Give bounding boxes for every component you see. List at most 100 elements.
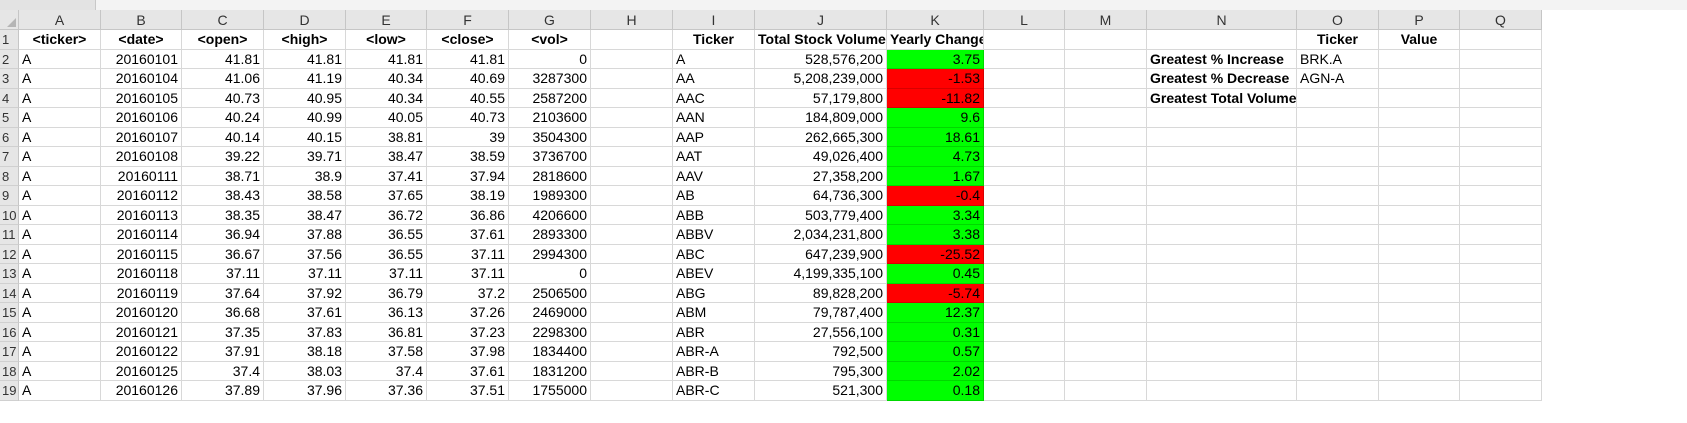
cell-o12[interactable] xyxy=(1297,244,1379,264)
cell-n19[interactable] xyxy=(1147,381,1297,401)
row-header-9[interactable]: 9 xyxy=(0,186,19,206)
cell-h17[interactable] xyxy=(591,342,673,362)
cell-d13[interactable]: 37.11 xyxy=(264,264,346,284)
cell-q13[interactable] xyxy=(1460,264,1542,284)
cell-a5[interactable]: A xyxy=(19,108,101,128)
row-header-16[interactable]: 16 xyxy=(0,322,19,342)
cell-a13[interactable]: A xyxy=(19,264,101,284)
cell-m8[interactable] xyxy=(1065,166,1147,186)
cell-m19[interactable] xyxy=(1065,381,1147,401)
column-header-h[interactable]: H xyxy=(591,10,673,30)
cell-i16[interactable]: ABR xyxy=(673,322,755,342)
cell-c1[interactable]: <open> xyxy=(182,30,264,50)
cell-d17[interactable]: 38.18 xyxy=(264,342,346,362)
cell-h5[interactable] xyxy=(591,108,673,128)
cell-q10[interactable] xyxy=(1460,205,1542,225)
cell-f10[interactable]: 36.86 xyxy=(427,205,509,225)
cell-p10[interactable] xyxy=(1379,205,1460,225)
cell-h10[interactable] xyxy=(591,205,673,225)
cell-m17[interactable] xyxy=(1065,342,1147,362)
cell-c17[interactable]: 37.91 xyxy=(182,342,264,362)
cell-q9[interactable] xyxy=(1460,186,1542,206)
cell-g8[interactable]: 2818600 xyxy=(509,166,591,186)
cell-j10[interactable]: 503,779,400 xyxy=(755,205,887,225)
cell-o15[interactable] xyxy=(1297,303,1379,323)
cell-c14[interactable]: 37.64 xyxy=(182,283,264,303)
cell-j5[interactable]: 184,809,000 xyxy=(755,108,887,128)
cell-d11[interactable]: 37.88 xyxy=(264,225,346,245)
cell-i8[interactable]: AAV xyxy=(673,166,755,186)
cell-l19[interactable] xyxy=(984,381,1065,401)
cell-n1[interactable] xyxy=(1147,30,1297,50)
cell-p17[interactable] xyxy=(1379,342,1460,362)
cell-c6[interactable]: 40.14 xyxy=(182,127,264,147)
cell-d15[interactable]: 37.61 xyxy=(264,303,346,323)
cell-b2[interactable]: 20160101 xyxy=(101,49,182,69)
cell-a11[interactable]: A xyxy=(19,225,101,245)
cell-j14[interactable]: 89,828,200 xyxy=(755,283,887,303)
cell-q19[interactable] xyxy=(1460,381,1542,401)
cell-o19[interactable] xyxy=(1297,381,1379,401)
cell-i10[interactable]: ABB xyxy=(673,205,755,225)
cell-p12[interactable] xyxy=(1379,244,1460,264)
cell-d7[interactable]: 39.71 xyxy=(264,147,346,167)
cell-g18[interactable]: 1831200 xyxy=(509,361,591,381)
cell-e17[interactable]: 37.58 xyxy=(346,342,427,362)
cell-e14[interactable]: 36.79 xyxy=(346,283,427,303)
cell-i15[interactable]: ABM xyxy=(673,303,755,323)
cell-a3[interactable]: A xyxy=(19,69,101,89)
cell-i6[interactable]: AAP xyxy=(673,127,755,147)
cell-p5[interactable] xyxy=(1379,108,1460,128)
cell-h18[interactable] xyxy=(591,361,673,381)
cell-b14[interactable]: 20160119 xyxy=(101,283,182,303)
cell-p4[interactable] xyxy=(1379,88,1460,108)
yearly-change-15[interactable]: 12.37 xyxy=(887,303,984,323)
cell-n12[interactable] xyxy=(1147,244,1297,264)
cell-l10[interactable] xyxy=(984,205,1065,225)
cell-i11[interactable]: ABBV xyxy=(673,225,755,245)
yearly-change-9[interactable]: -0.4 xyxy=(887,186,984,206)
cell-g4[interactable]: 2587200 xyxy=(509,88,591,108)
yearly-change-16[interactable]: 0.31 xyxy=(887,322,984,342)
cell-a10[interactable]: A xyxy=(19,205,101,225)
cell-d1[interactable]: <high> xyxy=(264,30,346,50)
column-header-c[interactable]: C xyxy=(182,10,264,30)
cell-g13[interactable]: 0 xyxy=(509,264,591,284)
cell-f18[interactable]: 37.61 xyxy=(427,361,509,381)
cell-b18[interactable]: 20160125 xyxy=(101,361,182,381)
cell-g11[interactable]: 2893300 xyxy=(509,225,591,245)
cell-l4[interactable] xyxy=(984,88,1065,108)
cell-c8[interactable]: 38.71 xyxy=(182,166,264,186)
cell-b15[interactable]: 20160120 xyxy=(101,303,182,323)
cell-o16[interactable] xyxy=(1297,322,1379,342)
cell-j18[interactable]: 795,300 xyxy=(755,361,887,381)
cell-j1[interactable]: Total Stock Volume xyxy=(755,30,887,50)
cell-n15[interactable] xyxy=(1147,303,1297,323)
yearly-change-12[interactable]: -25.52 xyxy=(887,244,984,264)
cell-g6[interactable]: 3504300 xyxy=(509,127,591,147)
cell-j19[interactable]: 521,300 xyxy=(755,381,887,401)
cell-i2[interactable]: A xyxy=(673,49,755,69)
cell-b5[interactable]: 20160106 xyxy=(101,108,182,128)
cell-j6[interactable]: 262,665,300 xyxy=(755,127,887,147)
cell-g15[interactable]: 2469000 xyxy=(509,303,591,323)
cell-j12[interactable]: 647,239,900 xyxy=(755,244,887,264)
cell-d12[interactable]: 37.56 xyxy=(264,244,346,264)
cell-q16[interactable] xyxy=(1460,322,1542,342)
cell-o6[interactable] xyxy=(1297,127,1379,147)
cell-m18[interactable] xyxy=(1065,361,1147,381)
cell-i14[interactable]: ABG xyxy=(673,283,755,303)
cell-f8[interactable]: 37.94 xyxy=(427,166,509,186)
cell-n6[interactable] xyxy=(1147,127,1297,147)
cell-m2[interactable] xyxy=(1065,49,1147,69)
column-header-g[interactable]: G xyxy=(509,10,591,30)
cell-f17[interactable]: 37.98 xyxy=(427,342,509,362)
cell-g10[interactable]: 4206600 xyxy=(509,205,591,225)
row-header-17[interactable]: 17 xyxy=(0,342,19,362)
row-header-1[interactable]: 1 xyxy=(0,30,19,50)
column-header-e[interactable]: E xyxy=(346,10,427,30)
cell-l3[interactable] xyxy=(984,69,1065,89)
cell-b8[interactable]: 20160111 xyxy=(101,166,182,186)
cell-m5[interactable] xyxy=(1065,108,1147,128)
cell-a19[interactable]: A xyxy=(19,381,101,401)
